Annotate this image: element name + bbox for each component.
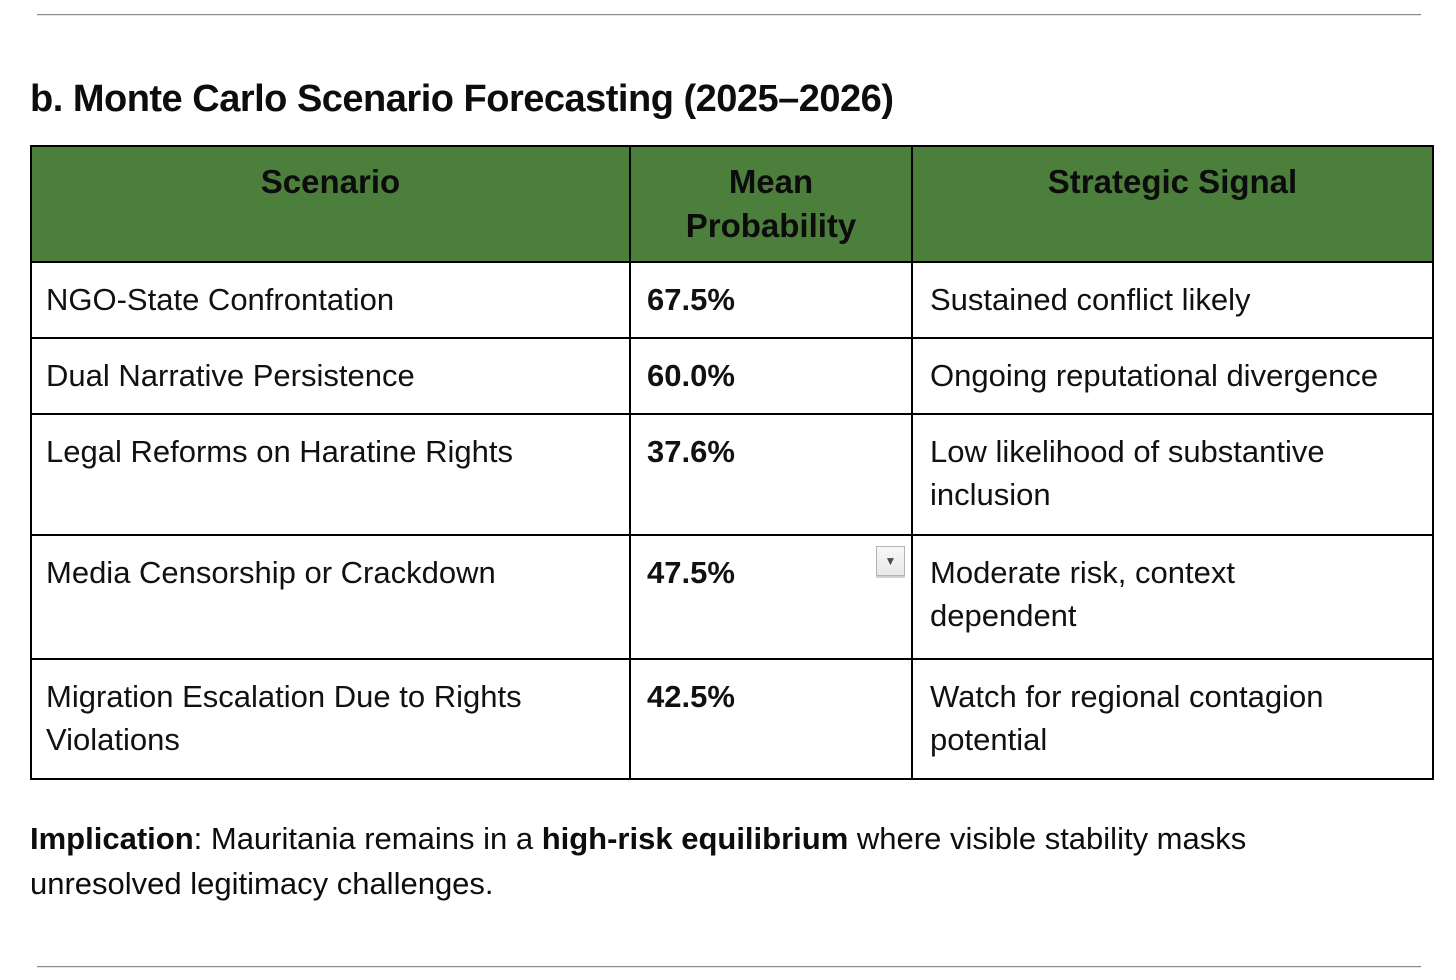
- bottom-divider: [37, 966, 1421, 968]
- table-header-row: Scenario Mean Probability Strategic Sign…: [30, 145, 1434, 263]
- scenario-cell: Legal Reforms on Haratine Rights: [30, 413, 631, 536]
- probability-value: 47.5%: [647, 555, 735, 590]
- chevron-down-icon: ▼: [884, 554, 897, 568]
- header-cell-mean-probability: Mean Probability: [629, 145, 913, 263]
- signal-cell: Ongoing reputational divergence: [911, 337, 1434, 415]
- signal-cell: Sustained conflict likely: [911, 261, 1434, 339]
- probability-cell: 47.5% ▼: [629, 534, 913, 660]
- implication-paragraph: Implication: Mauritania remains in a hig…: [30, 816, 1370, 906]
- table-row: Dual Narrative Persistence 60.0% Ongoing…: [30, 337, 1434, 415]
- probability-cell: 42.5%: [629, 658, 913, 780]
- table-row: Media Censorship or Crackdown 47.5% ▼ Mo…: [30, 534, 1434, 660]
- scenario-cell: Media Censorship or Crackdown: [30, 534, 631, 660]
- table-row: NGO-State Confrontation 67.5% Sustained …: [30, 261, 1434, 339]
- probability-cell: 60.0%: [629, 337, 913, 415]
- scenario-cell: NGO-State Confrontation: [30, 261, 631, 339]
- scenario-cell: Migration Escalation Due to Rights Viola…: [30, 658, 631, 780]
- implication-text: : Mauritania remains in a: [193, 821, 542, 856]
- header-label: Scenario: [260, 163, 401, 200]
- top-divider: [37, 14, 1421, 16]
- header-cell-strategic-signal: Strategic Signal: [911, 145, 1434, 263]
- signal-cell: Moderate risk, context dependent: [911, 534, 1434, 660]
- implication-text: where visible stability masks unresolved…: [30, 821, 1247, 901]
- header-cell-scenario: Scenario: [30, 145, 631, 263]
- signal-cell: Watch for regional contagion potential: [911, 658, 1434, 780]
- scenario-table: Scenario Mean Probability Strategic Sign…: [30, 145, 1434, 780]
- table-row: Legal Reforms on Haratine Rights 37.6% L…: [30, 413, 1434, 536]
- page-title: b. Monte Carlo Scenario Forecasting (202…: [30, 78, 894, 120]
- header-label: Mean Probability: [685, 163, 857, 244]
- header-label: Strategic Signal: [1047, 163, 1298, 200]
- probability-cell: 37.6%: [629, 413, 913, 536]
- probability-cell: 67.5%: [629, 261, 913, 339]
- signal-cell: Low likelihood of substantive inclusion: [911, 413, 1434, 536]
- dropdown-button[interactable]: ▼: [876, 546, 905, 576]
- implication-bold-phrase: high-risk equilibrium: [541, 821, 849, 856]
- implication-label: Implication: [30, 821, 194, 856]
- table-row: Migration Escalation Due to Rights Viola…: [30, 658, 1434, 780]
- scenario-cell: Dual Narrative Persistence: [30, 337, 631, 415]
